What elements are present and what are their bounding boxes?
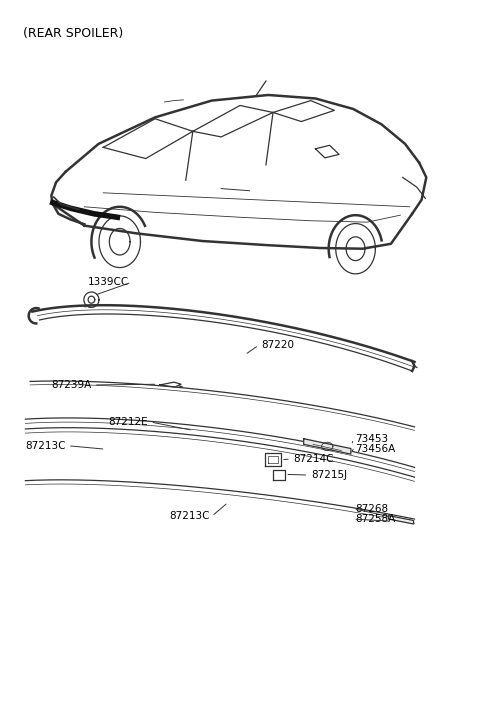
Text: (REAR SPOILER): (REAR SPOILER) xyxy=(23,27,123,40)
Text: 87213C: 87213C xyxy=(25,440,65,451)
Text: 87268: 87268 xyxy=(356,503,389,513)
Text: 73456A: 73456A xyxy=(356,444,396,454)
Text: 87214C: 87214C xyxy=(293,454,334,464)
Text: 1339CC: 1339CC xyxy=(88,277,129,287)
Polygon shape xyxy=(389,515,414,524)
Text: 87239A: 87239A xyxy=(51,380,91,390)
Text: 87215J: 87215J xyxy=(311,470,347,480)
Polygon shape xyxy=(304,439,351,454)
Text: 87220: 87220 xyxy=(261,340,294,350)
Text: 87258A: 87258A xyxy=(356,514,396,524)
Text: 73453: 73453 xyxy=(356,433,389,444)
Text: 87212E: 87212E xyxy=(108,417,148,427)
Text: 87213C: 87213C xyxy=(169,511,209,521)
